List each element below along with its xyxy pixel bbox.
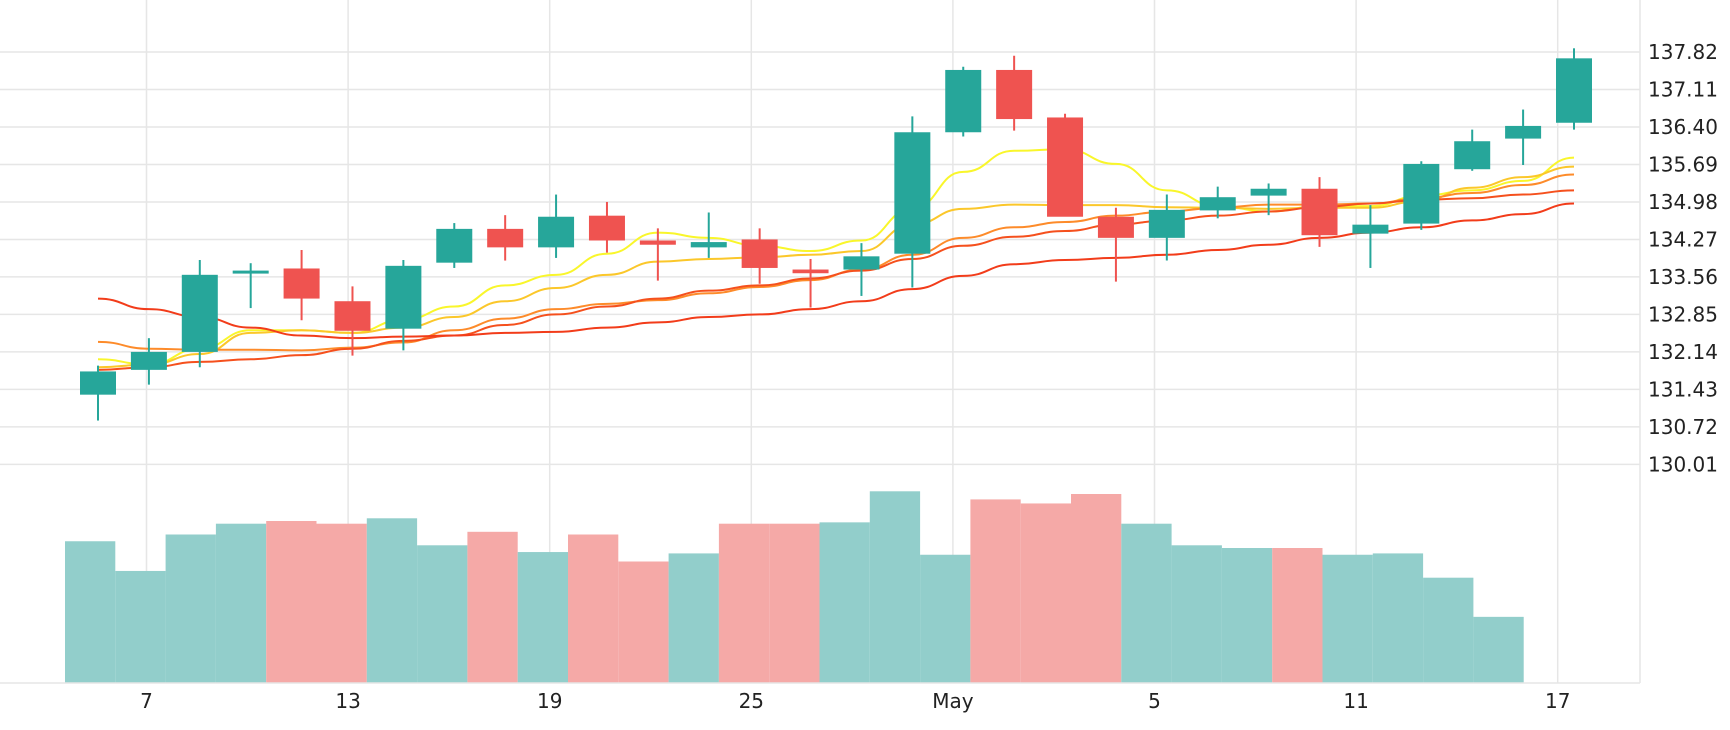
candle-body: [1047, 117, 1084, 217]
volume-layer: [65, 491, 1524, 683]
volume-bar: [115, 570, 166, 683]
moving-average-line: [97, 173, 1575, 352]
volume-bar: [215, 523, 267, 683]
volume-bar: [1473, 616, 1524, 683]
volume-bar: [366, 518, 418, 683]
volume-bar: [1221, 548, 1273, 683]
y-tick-label: 133.56: [1648, 265, 1718, 289]
candle-body: [436, 228, 473, 263]
candle-body: [843, 256, 880, 270]
candle-body: [1250, 188, 1287, 196]
candle-body: [181, 274, 218, 352]
y-tick-label: 134.98: [1648, 190, 1718, 214]
volume-bar: [1171, 545, 1222, 683]
volume-bar: [517, 552, 568, 683]
y-tick-label: 137.11: [1648, 77, 1718, 101]
x-tick-label: 11: [1343, 689, 1368, 713]
volume-bar: [1322, 554, 1373, 683]
x-tick-label: 17: [1545, 689, 1570, 713]
candle-body: [1097, 216, 1134, 238]
volume-bar: [718, 523, 770, 683]
volume-bar: [1272, 548, 1323, 683]
candle-body: [741, 239, 778, 268]
volume-bar: [65, 541, 116, 683]
candle-body: [1454, 141, 1491, 170]
candle-body: [1148, 209, 1185, 238]
moving-average-line: [97, 148, 1575, 366]
candle-body: [588, 215, 625, 241]
candle-body: [894, 132, 931, 254]
candle-body: [283, 268, 320, 299]
volume-bar: [417, 545, 468, 683]
candle-body: [690, 242, 727, 248]
candle-body: [80, 371, 116, 395]
volume-bar: [769, 523, 820, 683]
y-tick-label: 135.69: [1648, 152, 1718, 176]
candle-body: [1556, 58, 1592, 123]
candle-body: [639, 240, 676, 245]
x-tick-label: 19: [537, 689, 562, 713]
candle-body: [1301, 188, 1338, 236]
candle-body: [1199, 197, 1236, 211]
candle-body: [487, 228, 524, 248]
volume-bar: [316, 523, 367, 683]
volume-bar: [1372, 553, 1424, 683]
volume-bar: [1423, 577, 1474, 683]
volume-bar: [266, 521, 317, 683]
candle-body: [538, 216, 575, 248]
x-tick-label: 13: [335, 689, 360, 713]
candle-body: [130, 351, 167, 370]
volume-bar: [165, 534, 216, 683]
volume-bar: [869, 491, 921, 683]
volume-bar: [467, 531, 518, 683]
x-tick-label: 5: [1148, 689, 1161, 713]
volume-bar: [668, 553, 719, 683]
volume-bar: [1121, 523, 1172, 683]
x-tick-label: May: [932, 689, 974, 713]
moving-average-layer: [97, 148, 1575, 371]
candle-body: [232, 270, 269, 274]
moving-average-line: [97, 202, 1575, 340]
axis-layer: 137.82 137.11 136.40 135.69 134.98 134.27 133.…: [0, 0, 1718, 713]
candle-body: [792, 269, 829, 274]
volume-bar: [819, 522, 870, 683]
y-tick-label: 136.40: [1648, 115, 1718, 139]
candle-body: [385, 265, 422, 329]
volume-bar: [618, 561, 669, 683]
y-tick-label: 130.01: [1648, 452, 1718, 476]
y-tick-label: 134.27: [1648, 227, 1718, 251]
x-tick-label: 25: [739, 689, 764, 713]
candle-body: [1352, 224, 1389, 234]
x-tick-label: 7: [140, 689, 153, 713]
volume-bar: [1071, 494, 1122, 683]
candle-layer: [80, 48, 1592, 421]
candle-body: [996, 69, 1033, 120]
volume-bar: [970, 499, 1021, 683]
volume-bar: [1020, 503, 1071, 683]
candle-body: [1403, 163, 1440, 224]
y-tick-label: 130.72: [1648, 415, 1718, 439]
y-tick-label: 137.82: [1648, 40, 1718, 64]
candle-body: [945, 69, 982, 133]
volume-bar: [920, 554, 971, 683]
y-tick-label: 132.14: [1648, 340, 1718, 364]
candle-body: [334, 301, 371, 331]
candle-body: [1505, 125, 1542, 139]
volume-bar: [568, 534, 619, 683]
y-tick-label: 131.43: [1648, 377, 1718, 401]
y-tick-label: 132.85: [1648, 302, 1718, 326]
